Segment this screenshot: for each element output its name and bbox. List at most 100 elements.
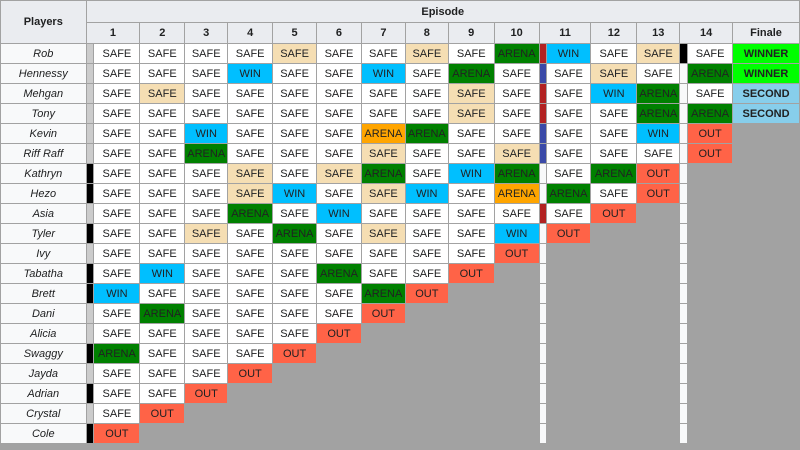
result-cell: OUT bbox=[139, 403, 186, 424]
empty-cell bbox=[636, 263, 681, 284]
episode-9-header: 9 bbox=[447, 22, 495, 44]
result-cell: SAFE bbox=[272, 203, 318, 224]
status-bar bbox=[538, 363, 547, 384]
result-cell: ARENA bbox=[493, 43, 540, 64]
result-cell: SAFE bbox=[360, 83, 406, 104]
status-bar bbox=[85, 183, 95, 204]
empty-cell bbox=[493, 263, 540, 284]
player-name: Riff Raff bbox=[0, 143, 87, 164]
result-cell: SAFE bbox=[447, 123, 495, 144]
player-name: Rob bbox=[0, 43, 87, 64]
empty-cell bbox=[732, 203, 800, 224]
player-name: Tyler bbox=[0, 223, 87, 244]
result-cell: SAFE bbox=[93, 243, 141, 264]
result-cell: WINNER bbox=[732, 63, 800, 84]
result-cell: ARENA bbox=[493, 183, 540, 204]
empty-cell bbox=[687, 263, 734, 284]
result-cell: SAFE bbox=[184, 243, 229, 264]
status-bar bbox=[679, 323, 689, 344]
result-cell: SAFE bbox=[545, 63, 592, 84]
status-bar bbox=[679, 403, 689, 424]
status-bar bbox=[679, 263, 689, 284]
result-cell: SAFE bbox=[493, 203, 540, 224]
empty-cell bbox=[545, 243, 592, 264]
result-cell: SAFE bbox=[227, 243, 274, 264]
status-bar bbox=[85, 343, 95, 364]
player-name: Brett bbox=[0, 283, 87, 304]
result-cell: SAFE bbox=[227, 343, 274, 364]
empty-cell bbox=[404, 323, 449, 344]
empty-cell bbox=[184, 423, 229, 444]
empty-cell bbox=[447, 303, 495, 324]
result-cell: WIN bbox=[590, 83, 638, 104]
result-cell: SAFE bbox=[227, 303, 274, 324]
empty-cell bbox=[687, 363, 734, 384]
result-cell: OUT bbox=[227, 363, 274, 384]
empty-cell bbox=[590, 223, 638, 244]
result-cell: SAFE bbox=[404, 163, 449, 184]
result-cell: SAFE bbox=[493, 143, 540, 164]
status-bar bbox=[538, 103, 547, 124]
result-cell: SAFE bbox=[360, 143, 406, 164]
result-cell: WIN bbox=[272, 183, 318, 204]
empty-cell bbox=[636, 343, 681, 364]
result-cell: SAFE bbox=[227, 43, 274, 64]
result-cell: OUT bbox=[636, 183, 681, 204]
table-row: Tony SAFE SAFE SAFE SAFE SAFE SAFE SAFE SAFE SAFE… bbox=[0, 103, 800, 124]
result-cell: ARENA bbox=[636, 103, 681, 124]
empty-cell bbox=[316, 423, 362, 444]
empty-cell bbox=[227, 383, 274, 404]
empty-cell bbox=[272, 383, 318, 404]
result-cell: SAFE bbox=[139, 183, 186, 204]
result-cell: SAFE bbox=[360, 223, 406, 244]
result-cell: SAFE bbox=[184, 343, 229, 364]
empty-cell bbox=[404, 303, 449, 324]
table-row: Tabatha SAFE WIN SAFE SAFE SAFE ARENA SAFE SAFE O… bbox=[0, 263, 800, 284]
result-cell: WIN bbox=[93, 283, 141, 304]
status-bar bbox=[679, 243, 689, 264]
result-cell: SAFE bbox=[93, 143, 141, 164]
status-bar bbox=[85, 163, 95, 184]
episode-4-header: 4 bbox=[227, 22, 274, 44]
empty-cell bbox=[545, 263, 592, 284]
empty-cell bbox=[732, 243, 800, 264]
result-cell: SAFE bbox=[545, 163, 592, 184]
status-bar bbox=[538, 63, 547, 84]
empty-cell bbox=[732, 323, 800, 344]
table-row: Swaggy ARENA SAFE SAFE SAFE OUT bbox=[0, 343, 800, 364]
table-row: Jayda SAFE SAFE SAFE OUT bbox=[0, 363, 800, 384]
result-cell: SAFE bbox=[227, 263, 274, 284]
result-cell: OUT bbox=[93, 423, 141, 444]
empty-cell bbox=[687, 183, 734, 204]
result-cell: SAFE bbox=[184, 83, 229, 104]
table-row: Adrian SAFE SAFE OUT bbox=[0, 383, 800, 404]
players-header: Players bbox=[0, 0, 87, 44]
status-bar bbox=[538, 423, 547, 444]
result-cell: SAFE bbox=[93, 383, 141, 404]
result-cell: SAFE bbox=[447, 143, 495, 164]
result-cell: WIN bbox=[404, 183, 449, 204]
empty-cell bbox=[732, 163, 800, 184]
result-cell: ARENA bbox=[360, 163, 406, 184]
empty-cell bbox=[687, 303, 734, 324]
result-cell: SAFE bbox=[545, 123, 592, 144]
table-row: Rob SAFE SAFE SAFE SAFE SAFE SAFE SAFE SAFE SAFE A… bbox=[0, 43, 800, 64]
result-cell: SAFE bbox=[404, 203, 449, 224]
player-name: Hezo bbox=[0, 183, 87, 204]
status-bar bbox=[679, 363, 689, 384]
result-cell: SAFE bbox=[139, 383, 186, 404]
empty-cell bbox=[590, 403, 638, 424]
result-cell: SAFE bbox=[545, 203, 592, 224]
empty-cell bbox=[636, 283, 681, 304]
empty-cell bbox=[316, 403, 362, 424]
status-bar bbox=[679, 343, 689, 364]
table-row: Alicia SAFE SAFE SAFE SAFE SAFE OUT bbox=[0, 323, 800, 344]
status-bar bbox=[538, 143, 547, 164]
empty-cell bbox=[590, 303, 638, 324]
result-cell: SAFE bbox=[184, 103, 229, 124]
result-cell: SAFE bbox=[272, 43, 318, 64]
result-cell: SECOND bbox=[732, 83, 800, 104]
result-cell: SAFE bbox=[272, 163, 318, 184]
empty-cell bbox=[687, 423, 734, 444]
result-cell: SAFE bbox=[272, 83, 318, 104]
